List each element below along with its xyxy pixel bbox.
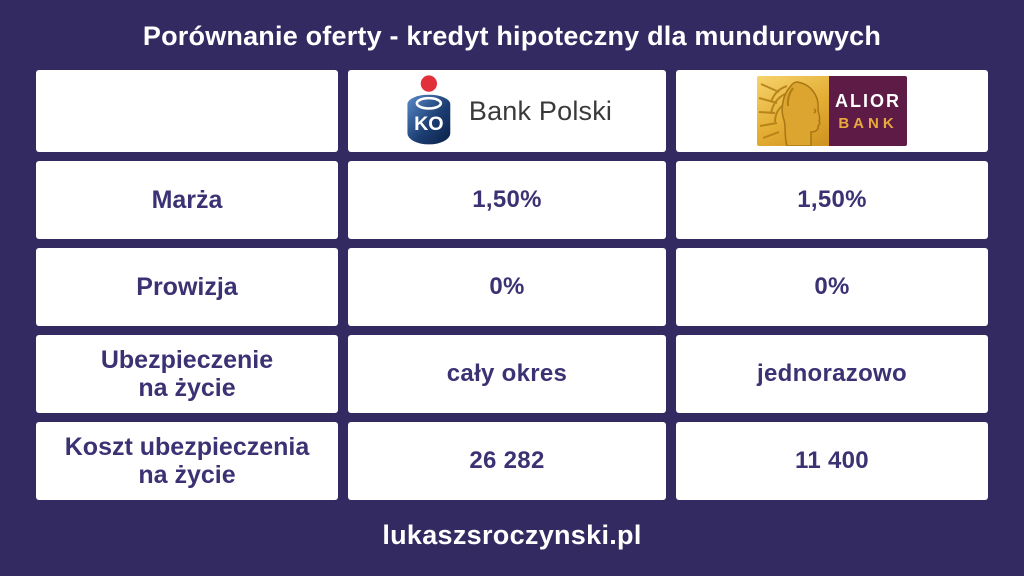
pko-red-dot [420,75,437,92]
pko-mark-letters: KO [414,113,444,135]
row-label-koszt: Koszt ubezpieczenia na życie [36,422,338,500]
pko-bank-polski-logo: KO Bank Polski [402,75,612,147]
alior-bank-logo: ALIOR BANK [757,76,907,146]
alior-wordmark: ALIOR [835,90,901,111]
alior-logo-cell: ALIOR BANK [676,70,988,152]
value-koszt-alior: 11 400 [676,422,988,500]
footer-url: lukaszsroczynski.pl [382,520,642,550]
pko-logo-cell: KO Bank Polski [348,70,666,152]
row-label-ubezpieczenie: Ubezpieczenie na życie [36,335,338,413]
value-ubezpieczenie-pko: cały okres [348,335,666,413]
alior-maroon-panel: ALIOR BANK [829,76,907,146]
value-marza-pko: 1,50% [348,161,666,239]
alior-gold-panel [757,76,829,146]
value-ubezpieczenie-alior: jednorazowo [676,335,988,413]
comparison-table: KO Bank Polski [36,70,988,500]
alior-bank-word: BANK [838,114,898,132]
apollo-face-icon [758,81,821,146]
value-koszt-pko: 26 282 [348,422,666,500]
pko-wordmark: Bank Polski [468,95,613,126]
header-empty-cell [36,70,338,152]
row-label-marza: Marża [36,161,338,239]
pko-logo-icon: KO [407,75,451,145]
value-marza-alior: 1,50% [676,161,988,239]
row-label-prowizja: Prowizja [36,248,338,326]
value-prowizja-alior: 0% [676,248,988,326]
page-title: Porównanie oferty - kredyt hipoteczny dl… [142,21,882,51]
value-prowizja-pko: 0% [348,248,666,326]
